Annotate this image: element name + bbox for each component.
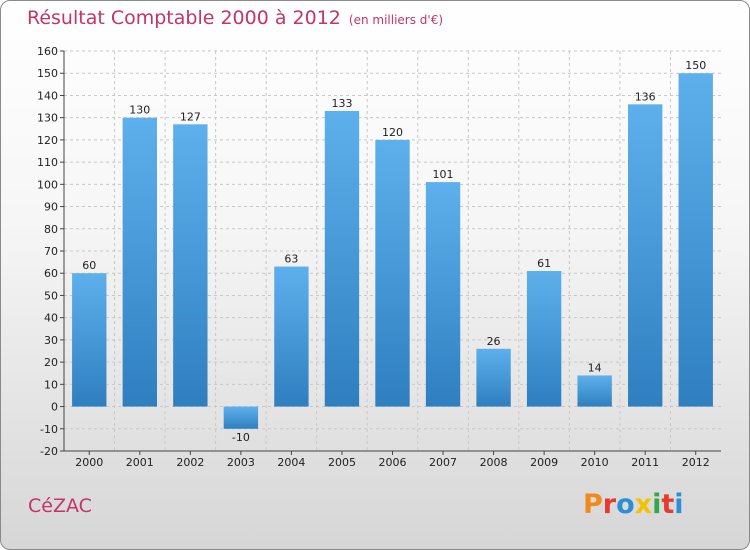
y-tick-label: 150 [37,67,58,80]
y-tick-label: -20 [40,445,58,458]
proxiti-logo[interactable]: Proxiti [583,489,684,520]
x-tick-label: 2006 [379,456,407,469]
x-tick-label: 2002 [176,456,204,469]
x-tick-label: 2011 [631,456,659,469]
y-tick-label: -10 [40,423,58,436]
y-tick-label: 100 [37,178,58,191]
chart-title: Résultat Comptable 2000 à 2012 (en millie… [27,7,443,29]
x-tick-label: 2012 [682,456,710,469]
value-label: -10 [232,431,250,444]
logo-letter: t [661,489,675,520]
value-label: 150 [685,59,706,72]
bars [72,73,713,429]
bar [425,182,461,407]
y-tick-label: 10 [44,378,58,391]
bar [526,271,562,407]
bar [173,124,208,407]
x-tick-label: 2003 [227,456,255,469]
bar [122,117,157,407]
y-tick-label: 40 [44,312,58,325]
y-tick-label: 0 [51,401,58,414]
x-tick-label: 2010 [581,456,609,469]
logo-letter: x [634,489,653,520]
bar [72,273,107,407]
value-label: 133 [331,97,352,110]
x-tick-label: 2001 [126,456,154,469]
logo-letter: r [602,489,617,520]
y-tick-label: 110 [37,156,58,169]
y-tick-label: 30 [44,334,58,347]
value-label: 60 [82,259,96,272]
logo-letter: P [583,489,603,520]
bar [476,348,511,407]
logo-letter: i [652,489,662,520]
bar [628,104,663,407]
value-label: 136 [635,90,656,103]
logo-letter: o [616,489,635,520]
y-tick-label: 130 [37,112,58,125]
y-tick-label: 20 [44,356,58,369]
bar [324,111,360,407]
bar [223,406,259,429]
x-tick-label: 2000 [75,456,103,469]
y-tick-label: 160 [37,45,58,58]
bar [375,139,410,407]
x-tick-label: 2004 [277,456,305,469]
commune-name: CéZAC [28,495,92,517]
y-tick-label: 140 [37,89,58,102]
bar [678,73,713,407]
y-tick-label: 60 [44,267,58,280]
x-tick-label: 2009 [530,456,558,469]
value-label: 61 [537,257,551,270]
bar [274,266,309,407]
y-tick-labels: -20 -10 0 10 20 30 40 50 60 70 80 90 100 110 120 130 140… [37,45,58,458]
x-tick-label: 2005 [328,456,356,469]
value-label: 120 [382,126,403,139]
value-label: 14 [588,361,602,374]
value-label: 127 [180,110,201,123]
value-labels: 60 130 127 -10 63 133 120 101 26 61 14 136 150 [82,59,706,444]
y-tick-label: 120 [37,134,58,147]
y-tick-label: 70 [44,245,58,258]
x-tick-labels: 2000 2001 2002 2003 2004 2005 2006 2007 2008 2009… [75,456,709,469]
bar [577,375,612,407]
y-tick-label: 50 [44,289,58,302]
value-label: 63 [284,253,298,266]
chart-subtitle: (en milliers d'€) [348,13,444,27]
value-label: 130 [129,104,150,117]
y-tick-label: 90 [44,201,58,214]
value-label: 26 [487,335,501,348]
x-tick-label: 2007 [429,456,457,469]
chart-title-text: Résultat Comptable 2000 à 2012 [27,7,341,29]
value-label: 101 [433,168,454,181]
logo-letter: i [674,489,684,520]
axes [60,50,721,455]
x-tick-label: 2008 [480,456,508,469]
y-tick-label: 80 [44,223,58,236]
